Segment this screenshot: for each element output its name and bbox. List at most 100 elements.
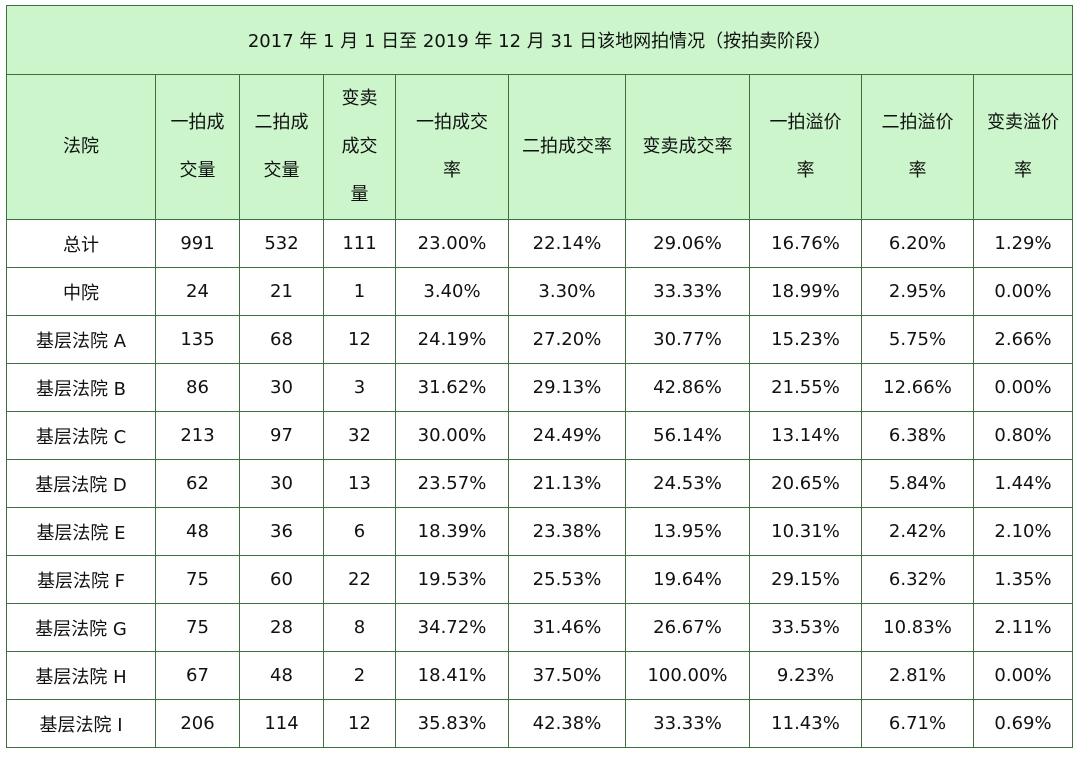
- header-line: 一拍成交: [416, 112, 488, 133]
- value-cell: 991: [155, 219, 240, 268]
- table-row: 基层法院 G 75 28 8 34.72% 31.46% 26.67% 33.53% 10.83…: [6, 603, 1073, 652]
- value-cell: 3.30%: [508, 267, 626, 316]
- value-cell: 30: [239, 363, 324, 412]
- value-cell: 2.11%: [973, 603, 1073, 652]
- header-line: 一拍溢价: [769, 112, 842, 133]
- value-cell: 2: [323, 651, 396, 700]
- value-cell: 5.75%: [861, 315, 974, 364]
- value-cell: 22.14%: [508, 219, 626, 268]
- value-cell: 532: [239, 219, 324, 268]
- value-cell: 24.19%: [395, 315, 509, 364]
- value-cell: 35.83%: [395, 699, 509, 748]
- value-cell: 1.29%: [973, 219, 1073, 268]
- auction-stats-table: 2017 年 1 月 1 日至 2019 年 12 月 31 日该地网拍情况（按…: [6, 5, 1073, 748]
- value-cell: 42.86%: [625, 363, 750, 412]
- value-cell: 33.53%: [749, 603, 862, 652]
- value-cell: 2.81%: [861, 651, 974, 700]
- value-cell: 2.42%: [861, 507, 974, 556]
- table-row: 基层法院 F 75 60 22 19.53% 25.53% 19.64% 29.15% 6.32…: [6, 555, 1073, 604]
- value-cell: 86: [155, 363, 240, 412]
- table-row: 基层法院 C 213 97 32 30.00% 24.49% 56.14% 13.14% 6.3…: [6, 411, 1073, 460]
- value-cell: 29.15%: [749, 555, 862, 604]
- value-cell: 56.14%: [625, 411, 750, 460]
- value-cell: 60: [239, 555, 324, 604]
- header-line: 变卖溢价: [987, 112, 1059, 133]
- value-cell: 33.33%: [625, 699, 750, 748]
- header-second-premium-rate: 二拍溢价率: [861, 74, 974, 220]
- value-cell: 10.83%: [861, 603, 974, 652]
- value-cell: 23.00%: [395, 219, 509, 268]
- table-row: 基层法院 I 206 114 12 35.83% 42.38% 33.33% 11.43% 6.…: [6, 699, 1073, 748]
- header-first-premium-rate: 一拍溢价率: [749, 74, 862, 220]
- value-cell: 24: [155, 267, 240, 316]
- value-cell: 12: [323, 699, 396, 748]
- value-cell: 2.66%: [973, 315, 1073, 364]
- value-cell: 37.50%: [508, 651, 626, 700]
- value-cell: 0.00%: [973, 363, 1073, 412]
- value-cell: 3: [323, 363, 396, 412]
- header-line: 率: [796, 160, 815, 181]
- value-cell: 24.49%: [508, 411, 626, 460]
- header-line: 量: [350, 184, 369, 205]
- header-line: 变卖成交率: [642, 136, 733, 157]
- value-cell: 19.53%: [395, 555, 509, 604]
- value-cell: 13.95%: [625, 507, 750, 556]
- table-row: 基层法院 E 48 36 6 18.39% 23.38% 13.95% 10.31% 2.42%…: [6, 507, 1073, 556]
- value-cell: 213: [155, 411, 240, 460]
- header-line: 变卖: [341, 88, 378, 109]
- value-cell: 2.95%: [861, 267, 974, 316]
- court-name-cell: 基层法院 C: [6, 411, 156, 460]
- header-line: 二拍成交率: [522, 136, 612, 157]
- value-cell: 0.00%: [973, 267, 1073, 316]
- value-cell: 12.66%: [861, 363, 974, 412]
- value-cell: 23.57%: [395, 459, 509, 508]
- table-title: 2017 年 1 月 1 日至 2019 年 12 月 31 日该地网拍情况（按…: [6, 5, 1073, 75]
- value-cell: 1.44%: [973, 459, 1073, 508]
- value-cell: 6.38%: [861, 411, 974, 460]
- value-cell: 114: [239, 699, 324, 748]
- value-cell: 0.00%: [973, 651, 1073, 700]
- value-cell: 27.20%: [508, 315, 626, 364]
- value-cell: 0.80%: [973, 411, 1073, 460]
- value-cell: 19.64%: [625, 555, 750, 604]
- value-cell: 18.39%: [395, 507, 509, 556]
- value-cell: 15.23%: [749, 315, 862, 364]
- value-cell: 100.00%: [625, 651, 750, 700]
- value-cell: 0.69%: [973, 699, 1073, 748]
- value-cell: 62: [155, 459, 240, 508]
- header-line: 一拍成: [170, 112, 225, 133]
- value-cell: 21.13%: [508, 459, 626, 508]
- court-name-cell: 基层法院 A: [6, 315, 156, 364]
- value-cell: 10.31%: [749, 507, 862, 556]
- value-cell: 48: [239, 651, 324, 700]
- value-cell: 29.13%: [508, 363, 626, 412]
- value-cell: 22: [323, 555, 396, 604]
- court-name-cell: 基层法院 G: [6, 603, 156, 652]
- value-cell: 97: [239, 411, 324, 460]
- header-sale-rate: 变卖成交率: [625, 74, 750, 220]
- value-cell: 13.14%: [749, 411, 862, 460]
- value-cell: 9.23%: [749, 651, 862, 700]
- table-row: 基层法院 B 86 30 3 31.62% 29.13% 42.86% 21.55% 12.66…: [6, 363, 1073, 412]
- header-line: 二拍成: [254, 112, 309, 133]
- court-name-cell: 中院: [6, 267, 156, 316]
- court-name-cell: 基层法院 H: [6, 651, 156, 700]
- value-cell: 1: [323, 267, 396, 316]
- table-row: 基层法院 D 62 30 13 23.57% 21.13% 24.53% 20.65% 5.84…: [6, 459, 1073, 508]
- header-line: 率: [443, 160, 461, 181]
- value-cell: 1.35%: [973, 555, 1073, 604]
- value-cell: 16.76%: [749, 219, 862, 268]
- table-row: 中院 24 21 1 3.40% 3.30% 33.33% 18.99% 2.95% 0.00%: [6, 267, 1073, 316]
- court-name-cell: 基层法院 B: [6, 363, 156, 412]
- value-cell: 42.38%: [508, 699, 626, 748]
- value-cell: 48: [155, 507, 240, 556]
- value-cell: 6.20%: [861, 219, 974, 268]
- value-cell: 75: [155, 603, 240, 652]
- value-cell: 206: [155, 699, 240, 748]
- value-cell: 12: [323, 315, 396, 364]
- court-name-cell: 基层法院 I: [6, 699, 156, 748]
- court-name-cell: 总计: [6, 219, 156, 268]
- header-line: 法院: [63, 136, 99, 157]
- table-row: 总计 991 532 111 23.00% 22.14% 29.06% 16.76% 6.20%…: [6, 219, 1073, 268]
- value-cell: 32: [323, 411, 396, 460]
